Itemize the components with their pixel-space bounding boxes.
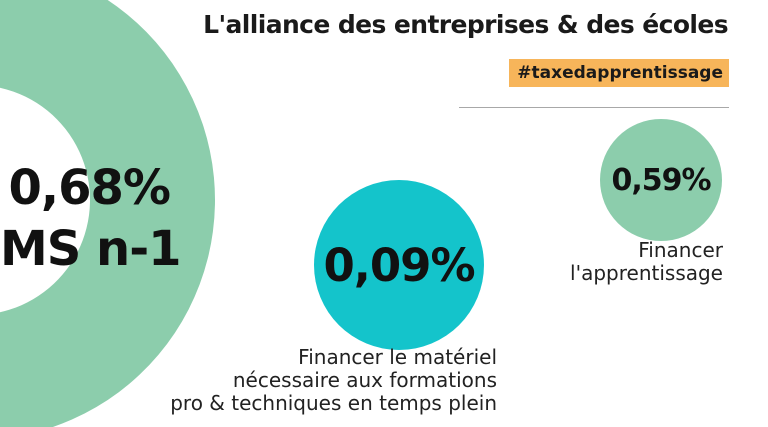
value-materiel: 0,09%: [323, 238, 475, 292]
value-apprentissage: 0,59%: [611, 162, 711, 198]
hashtag-badge: #taxedapprentissage: [509, 59, 729, 87]
caption-line: pro & techniques en temps plein: [170, 391, 497, 415]
caption-line: nécessaire aux formations: [232, 368, 497, 392]
donut-center-percent: 0,68%: [8, 160, 171, 216]
circle-materiel: 0,09%: [314, 180, 484, 350]
caption-materiel: Financer le matériel nécessaire aux form…: [170, 346, 497, 415]
caption-line: l'apprentissage: [570, 261, 723, 285]
circle-apprentissage: 0,59%: [600, 119, 722, 241]
page-title: L'alliance des entreprises & des écoles: [203, 10, 728, 39]
donut-center-label: MS n-1: [0, 221, 182, 277]
divider: [459, 107, 729, 108]
caption-apprentissage: Financer l'apprentissage: [570, 239, 723, 285]
donut-segment-apprentissage: [0, 0, 215, 427]
donut-chart: [0, 0, 215, 427]
caption-line: Financer le matériel: [298, 345, 497, 369]
caption-line: Financer: [638, 238, 723, 262]
